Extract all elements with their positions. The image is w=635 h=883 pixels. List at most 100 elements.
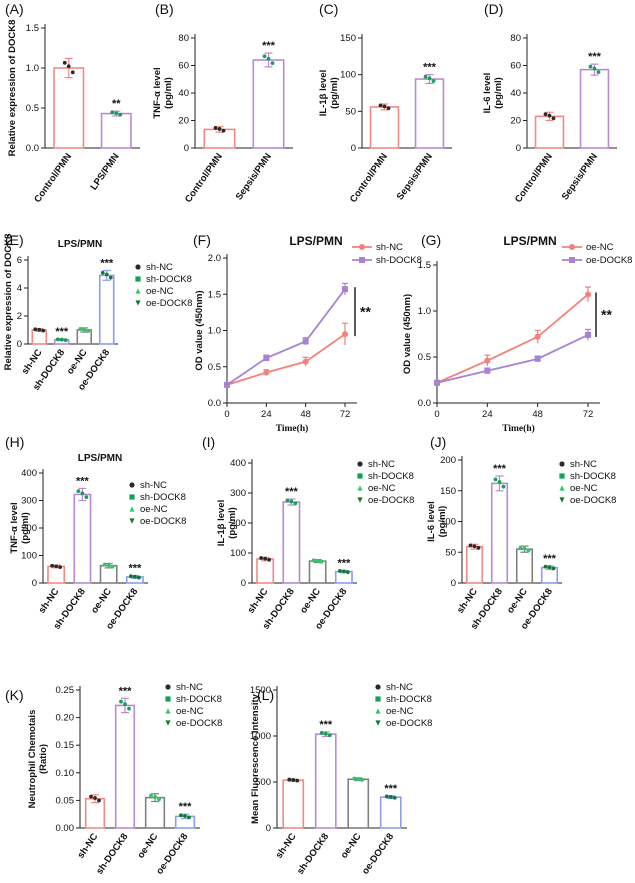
y-tick-label: 300 (21, 496, 37, 507)
y-axis-label: Relative expression of DOCK8 (7, 20, 18, 157)
y-tick-label: 400 (21, 468, 37, 479)
panel-label: (J) (430, 434, 446, 450)
legend-marker (375, 684, 381, 690)
bar-sh-nc (256, 558, 275, 584)
legend-marker (359, 244, 365, 250)
legend-marker (165, 696, 171, 702)
panel-h: (H) LPS/PMN 0 100 200 300 400 TNF-α level (pg/ml… (5, 434, 186, 632)
legend-label: sh-NC (176, 682, 203, 693)
legend-marker (375, 696, 381, 702)
legend-marker (569, 244, 575, 250)
x-tick-label: 0 (434, 409, 439, 420)
data-point (378, 103, 383, 108)
data-point (497, 480, 502, 484)
data-point (41, 328, 46, 333)
y-axis-label: (pg/ml) (227, 507, 238, 539)
legend-label: oe-NC (570, 483, 598, 494)
y-tick-label: 0.0 (208, 398, 221, 409)
panel-f: (F) LPS/PMN 0.0 0.5 1.0 1.5 2.0 OD value (450nm… (193, 232, 422, 434)
data-point (484, 357, 491, 364)
y-tick-label: 80 (178, 33, 189, 44)
data-point (341, 569, 346, 574)
data-point (224, 381, 230, 388)
y-tick-label: 20 (178, 116, 189, 127)
y-tick-label: 100 (340, 70, 356, 81)
significance-label: *** (179, 801, 193, 813)
data-point (100, 270, 105, 275)
legend-label: sh-DOCK8 (386, 694, 432, 705)
bar-control-pmn (53, 67, 85, 149)
x-category-label: Control/PMN (32, 151, 74, 205)
panel-label: (F) (193, 232, 211, 248)
data-point (543, 564, 548, 569)
data-point (270, 61, 275, 65)
significance-label: ** (112, 98, 121, 110)
panel-a: (A) 0.0 0.5 1.0 1.5 Relative expression of DO… (5, 1, 140, 205)
y-axis-label: IL-6 level (482, 73, 493, 114)
data-point (431, 79, 436, 83)
data-point (262, 54, 267, 59)
data-point (526, 548, 531, 553)
y-tick-label: 100 (230, 548, 246, 559)
x-category-label: sh-NC (75, 831, 100, 860)
data-point (484, 367, 491, 374)
y-axis-label: OD value (450nm) (194, 290, 205, 370)
data-point (501, 484, 506, 489)
y-axis-label: Relative expression of DOCK8 (3, 234, 14, 371)
data-point (588, 64, 593, 69)
legend-label: oe-NC (140, 504, 168, 515)
legend-marker (135, 300, 141, 306)
data-point (315, 558, 320, 563)
legend-label: oe-DOCK8 (146, 298, 192, 309)
x-category-label: sh-NC (246, 586, 271, 615)
y-tick-label: 80 (510, 33, 521, 44)
significance-label: ** (601, 307, 612, 323)
y-axis-label: (Ratio) (38, 744, 49, 774)
y-tick-label: 0.15 (56, 740, 75, 751)
data-point (547, 113, 552, 118)
data-point (551, 116, 556, 121)
data-point (468, 543, 473, 548)
data-point (319, 731, 324, 735)
y-tick-label: 0.10 (56, 768, 75, 779)
y-tick-label: 6 (17, 255, 22, 266)
x-tick-label: 0 (224, 409, 229, 420)
data-point (149, 793, 153, 798)
x-category-label: sh-NC (455, 586, 480, 615)
y-tick-label: 40 (178, 88, 189, 99)
y-tick-label: 0.20 (56, 713, 75, 724)
y-tick-label: 1.0 (26, 63, 39, 74)
data-point (302, 338, 309, 345)
data-point (50, 563, 55, 568)
y-axis-label: IL-6 level (426, 501, 437, 542)
significance-label: *** (337, 557, 351, 569)
x-category-label: Control/PMN (513, 151, 555, 205)
data-point (319, 559, 324, 564)
legend-marker (357, 461, 363, 467)
y-tick-label: 1.5 (208, 289, 221, 300)
data-point (37, 327, 42, 332)
data-point (267, 557, 272, 562)
data-point (289, 499, 294, 504)
y-axis-label: IL-1β level (318, 70, 329, 116)
y-tick-label: 200 (21, 523, 37, 534)
data-point (384, 794, 389, 799)
data-point (114, 111, 119, 116)
y-axis-label: Neutrophil Chemotais (27, 710, 38, 809)
bar-sh-nc (282, 779, 305, 829)
x-tick-label: 72 (340, 409, 351, 420)
data-point (183, 814, 187, 818)
data-point (352, 776, 357, 781)
legend-label: oe-NC (368, 483, 396, 494)
x-category-label: oe-DOCK8 (360, 831, 396, 876)
legend-marker (559, 485, 565, 491)
legend-marker (129, 506, 135, 512)
data-point (342, 286, 348, 293)
data-point (110, 110, 115, 115)
bar-sh-nc (465, 545, 484, 584)
y-tick-label: 50 (445, 547, 456, 558)
data-point (337, 569, 342, 573)
